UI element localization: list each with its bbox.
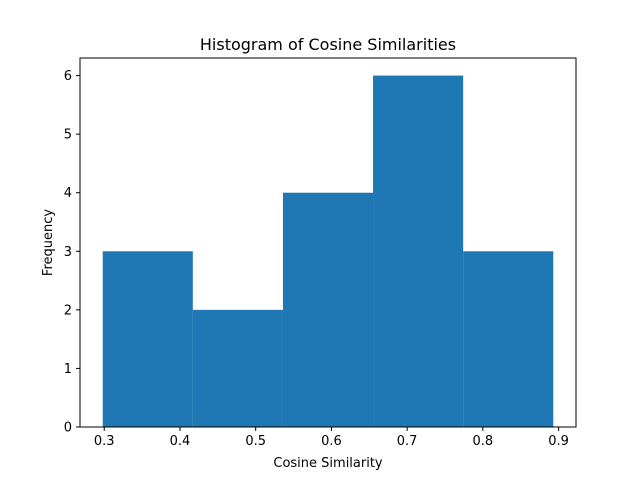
y-axis-ticks: 0 1 2 3 4 5 6: [64, 69, 80, 436]
x-tick-label: 0.3: [94, 434, 115, 449]
histogram-bar-3: [282, 192, 374, 427]
y-tick-label: 5: [64, 128, 72, 143]
histogram-bar-2: [192, 309, 283, 427]
x-axis-ticks: 0.3 0.4 0.5 0.6 0.7 0.8 0.9: [94, 427, 569, 449]
y-tick-label: 2: [64, 303, 72, 318]
y-tick-label: 3: [64, 245, 72, 260]
y-tick-label: 1: [64, 362, 72, 377]
x-tick-label: 0.8: [473, 434, 494, 449]
x-axis-label: Cosine Similarity: [273, 456, 383, 471]
x-tick-label: 0.7: [397, 434, 418, 449]
y-tick-label: 6: [64, 69, 72, 84]
chart-title: Histogram of Cosine Similarities: [200, 35, 456, 54]
x-tick-label: 0.6: [321, 434, 342, 449]
plot-area-frame: [79, 57, 577, 428]
x-tick-label: 0.4: [170, 434, 191, 449]
y-tick-label: 4: [64, 186, 72, 201]
histogram-bar-4: [373, 75, 464, 428]
y-axis-label: Frequency: [41, 209, 56, 276]
x-tick-label: 0.9: [548, 434, 569, 449]
histogram-bar-5: [463, 251, 554, 427]
y-tick-label: 0: [64, 421, 72, 436]
x-tick-label: 0.5: [245, 434, 266, 449]
histogram-bar-1: [102, 251, 193, 427]
bars-layer: [102, 75, 554, 428]
